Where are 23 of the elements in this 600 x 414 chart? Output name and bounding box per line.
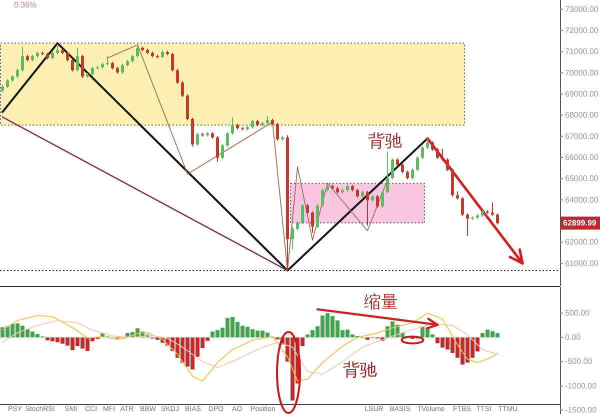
y-tick-label: 66000.00 bbox=[565, 153, 598, 162]
annotation: 背驰 bbox=[368, 132, 402, 150]
y-tick-label: 500.00 bbox=[565, 308, 590, 318]
y-tick-label: 65000.00 bbox=[565, 174, 598, 184]
y-tick-label: 62000.00 bbox=[565, 238, 598, 247]
y-tick-label: 71000.00 bbox=[565, 47, 598, 56]
price-tag: 62899.99 bbox=[561, 216, 600, 230]
y-tick-label: 67000.00 bbox=[565, 132, 598, 141]
y-tick-label: 72000.00 bbox=[565, 26, 598, 35]
y-tick-label: -1000.00 bbox=[565, 381, 597, 390]
y-tick-label: 68000.00 bbox=[565, 110, 598, 120]
y-tick-label: -1500.00 bbox=[565, 406, 597, 414]
y-tick-label: 73000.00 bbox=[565, 4, 598, 14]
annotation: 0.36% bbox=[14, 0, 37, 10]
y-tick-label: 0.00 bbox=[565, 332, 581, 342]
annotation: 缩量 bbox=[364, 292, 398, 312]
annotation: 62899.99 bbox=[563, 218, 597, 228]
y-tick-label: 70000.00 bbox=[565, 68, 598, 78]
y-tick-label: 61000.00 bbox=[565, 258, 598, 268]
y-tick-label: 64000.00 bbox=[565, 195, 598, 204]
y-tick-label: 69000.00 bbox=[565, 90, 598, 98]
y-tick-label: -500.00 bbox=[565, 357, 592, 366]
annotation: 背驰 bbox=[343, 360, 377, 380]
